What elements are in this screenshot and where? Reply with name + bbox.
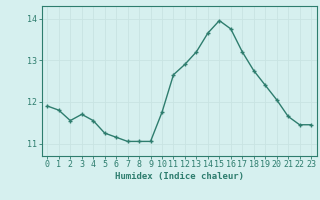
X-axis label: Humidex (Indice chaleur): Humidex (Indice chaleur) — [115, 172, 244, 181]
